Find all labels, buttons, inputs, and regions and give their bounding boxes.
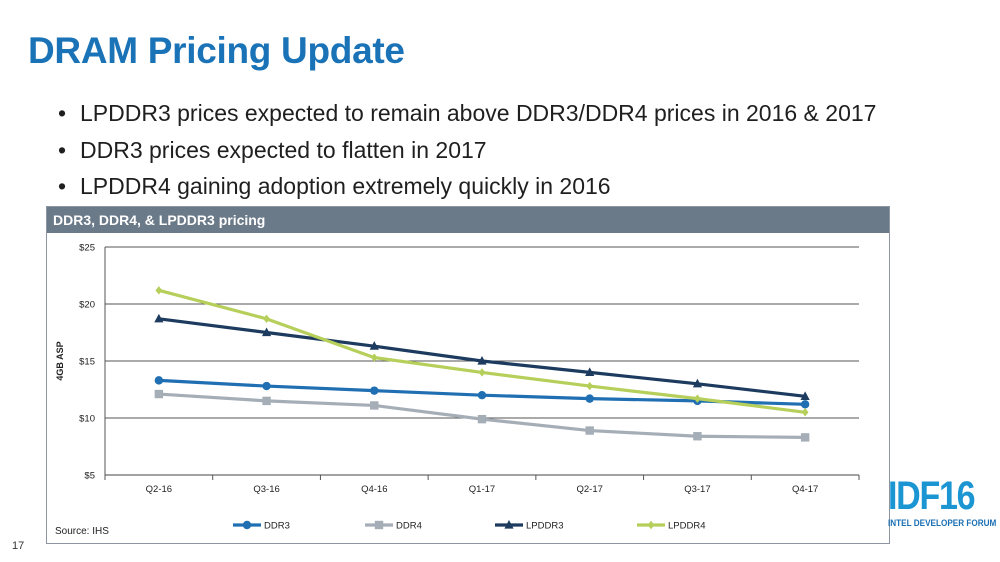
x-tick-label: Q1-17	[469, 484, 495, 495]
bullet-list: • LPDDR3 prices expected to remain above …	[58, 96, 876, 206]
bullet-item: • DDR3 prices expected to flatten in 2017	[58, 133, 876, 170]
logo-text: IDF16	[888, 474, 975, 518]
legend-item: LPDDR3	[495, 520, 564, 532]
x-tick-label: Q2-17	[577, 484, 603, 495]
bullet-icon: •	[58, 173, 67, 199]
legend-marker	[647, 520, 655, 530]
legend-item: DDR4	[365, 521, 422, 532]
data-point	[477, 391, 487, 400]
idf16-logo: IDF16 INTEL DEVELOPER FORUM	[888, 474, 997, 540]
data-point	[154, 313, 164, 323]
x-tick-label: Q3-17	[684, 484, 710, 495]
legend-item: DDR3	[233, 521, 290, 532]
y-axis-label: 4GB ASP	[55, 341, 65, 380]
x-tick-label: Q4-16	[361, 484, 387, 495]
data-point	[800, 391, 810, 400]
bullet-text: LPDDR3 prices expected to remain above D…	[80, 100, 877, 126]
bullet-item: • LPDDR3 prices expected to remain above …	[58, 96, 876, 133]
data-point	[694, 394, 701, 403]
legend-label: DDR4	[396, 521, 422, 532]
data-point	[586, 381, 594, 391]
data-point	[692, 378, 703, 388]
source-note: Source: IHS	[55, 526, 109, 537]
legend-label: DDR3	[264, 521, 290, 532]
y-tick-label: $5	[84, 471, 95, 482]
data-point	[262, 396, 271, 406]
legend-marker	[374, 520, 384, 530]
bullet-text: DDR3 prices expected to flatten in 2017	[80, 136, 487, 163]
x-tick-label: Q4-17	[792, 484, 818, 495]
bullet-icon: •	[58, 100, 67, 126]
chart-title: DDR3, DDR4, & LPDDR3 pricing	[47, 207, 889, 233]
legend-item: LPDDR4	[637, 521, 706, 532]
legend-label: LPDDR3	[526, 521, 564, 532]
data-point	[800, 400, 810, 409]
data-point	[370, 353, 378, 362]
legend-marker	[242, 520, 252, 530]
series-lpddr4	[155, 286, 809, 417]
legend-label: LPDDR4	[668, 521, 706, 532]
bullet-text: LPDDR4 gaining adoption extremely quickl…	[80, 173, 611, 199]
y-tick-label: $20	[79, 300, 95, 311]
y-tick-label: $10	[79, 414, 95, 425]
series-ddr4	[154, 389, 810, 442]
data-point	[585, 426, 594, 435]
data-point	[477, 414, 487, 424]
data-point	[478, 368, 486, 377]
data-point	[261, 327, 272, 337]
bullet-item: • LPDDR4 gaining adoption extremely quick…	[58, 169, 876, 206]
slide-title: DRAM Pricing Update	[28, 30, 405, 71]
x-tick-label: Q2-16	[146, 484, 172, 495]
data-point	[263, 314, 270, 324]
series-lpddr3	[154, 313, 810, 400]
data-point	[154, 376, 164, 385]
data-point	[477, 356, 487, 365]
chart-panel: DDR3, DDR4, & LPDDR3 pricing $5 $10 $15 $20…	[46, 206, 890, 544]
line-chart: $5 $10 $15 $20 $25 Q2-16 Q3-16 Q4-16 Q1-17 Q2-17 Q…	[55, 243, 860, 532]
data-point	[800, 433, 810, 442]
series-ddr3	[154, 376, 810, 409]
page-number: 17	[12, 540, 25, 552]
bullet-icon: •	[58, 136, 67, 163]
data-point	[370, 401, 379, 410]
data-point	[370, 386, 379, 395]
legend-marker	[504, 520, 514, 529]
data-point	[585, 394, 594, 403]
y-tick-label: $15	[79, 357, 95, 368]
data-point	[585, 367, 595, 376]
data-point	[155, 286, 163, 295]
y-tick-label: $25	[79, 243, 95, 254]
logo-subtext: INTEL DEVELOPER FORUM	[888, 518, 997, 529]
data-point	[262, 381, 271, 391]
data-point	[154, 389, 164, 399]
data-point	[693, 432, 702, 441]
data-point	[369, 341, 379, 350]
x-tick-label: Q3-16	[253, 484, 279, 495]
data-point	[801, 408, 809, 417]
